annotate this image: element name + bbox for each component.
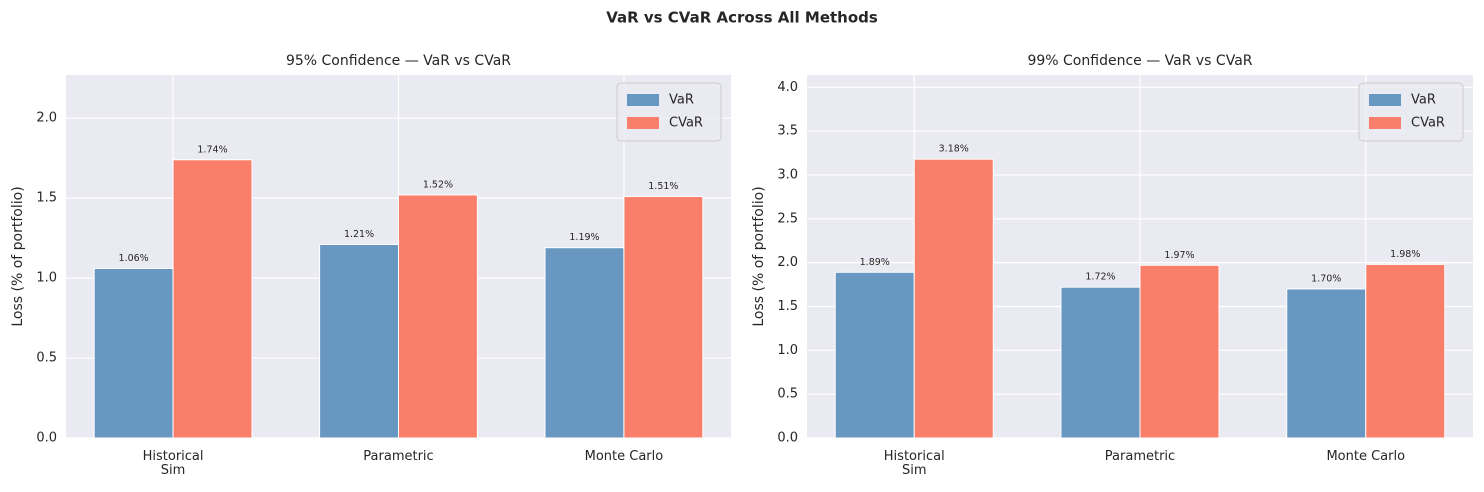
y-tick-label: 2.0 [777, 255, 798, 270]
bar [93, 267, 174, 439]
value-label: 1.52% [423, 179, 453, 190]
bar [913, 158, 994, 439]
figure-title: VaR vs CVaR Across All Methods [606, 9, 878, 27]
bar [172, 159, 253, 439]
y-tick-label: 2.0 [36, 111, 57, 126]
subplot-title: 95% Confidence — VaR vs CVaR [286, 53, 511, 69]
value-label: 1.06% [119, 253, 149, 264]
value-label: 1.89% [860, 257, 890, 268]
bar [623, 196, 704, 439]
value-label: 1.51% [648, 181, 678, 192]
value-label: 1.21% [344, 229, 374, 240]
x-tick-label: Historical Sim [142, 449, 204, 478]
bar [1060, 286, 1141, 439]
value-label: 3.18% [939, 144, 969, 155]
y-tick-label: 0.0 [36, 431, 57, 446]
y-tick-label: 1.0 [777, 343, 798, 358]
legend-swatch [627, 94, 659, 106]
value-label: 1.74% [197, 144, 227, 155]
value-label: 1.19% [569, 232, 599, 243]
legend-label: VaR [1411, 93, 1436, 108]
y-tick-label: 4.0 [777, 80, 798, 95]
subplot-title: 99% Confidence — VaR vs CVaR [1027, 53, 1252, 69]
y-tick-label: 2.5 [777, 211, 798, 226]
y-tick-label: 3.0 [777, 167, 798, 182]
bar [1286, 288, 1367, 439]
x-tick-label: Monte Carlo [584, 449, 664, 464]
y-tick-label: 1.0 [36, 271, 57, 286]
y-axis-label: Loss (% of portfolio) [10, 186, 26, 326]
y-tick-label: 3.5 [777, 124, 798, 139]
value-label: 1.72% [1085, 272, 1115, 283]
y-tick-label: 0.5 [777, 387, 798, 402]
value-label: 1.70% [1311, 273, 1341, 284]
legend-swatch [1369, 94, 1401, 106]
legend-label: CVaR [1411, 116, 1445, 131]
bar [398, 194, 478, 439]
legend-label: VaR [669, 93, 694, 108]
x-tick-label: Monte Carlo [1326, 449, 1406, 464]
y-tick-label: 1.5 [36, 191, 57, 206]
value-label: 1.97% [1164, 250, 1194, 261]
y-tick-label: 0.0 [777, 431, 798, 446]
x-tick-label: Parametric [1104, 449, 1176, 464]
bar [834, 271, 915, 439]
y-tick-label: 1.5 [777, 299, 798, 314]
bar [319, 244, 399, 439]
value-label: 1.98% [1390, 249, 1420, 260]
y-axis-label: Loss (% of portfolio) [751, 186, 767, 326]
y-tick-label: 0.5 [36, 351, 57, 366]
legend-swatch [1369, 117, 1401, 129]
bar [1139, 264, 1220, 439]
legend-label: CVaR [669, 116, 703, 131]
bar [1365, 263, 1446, 439]
legend-swatch [627, 117, 659, 129]
bar [544, 247, 625, 439]
x-tick-label: Historical Sim [883, 449, 945, 478]
x-tick-label: Parametric [363, 449, 434, 464]
